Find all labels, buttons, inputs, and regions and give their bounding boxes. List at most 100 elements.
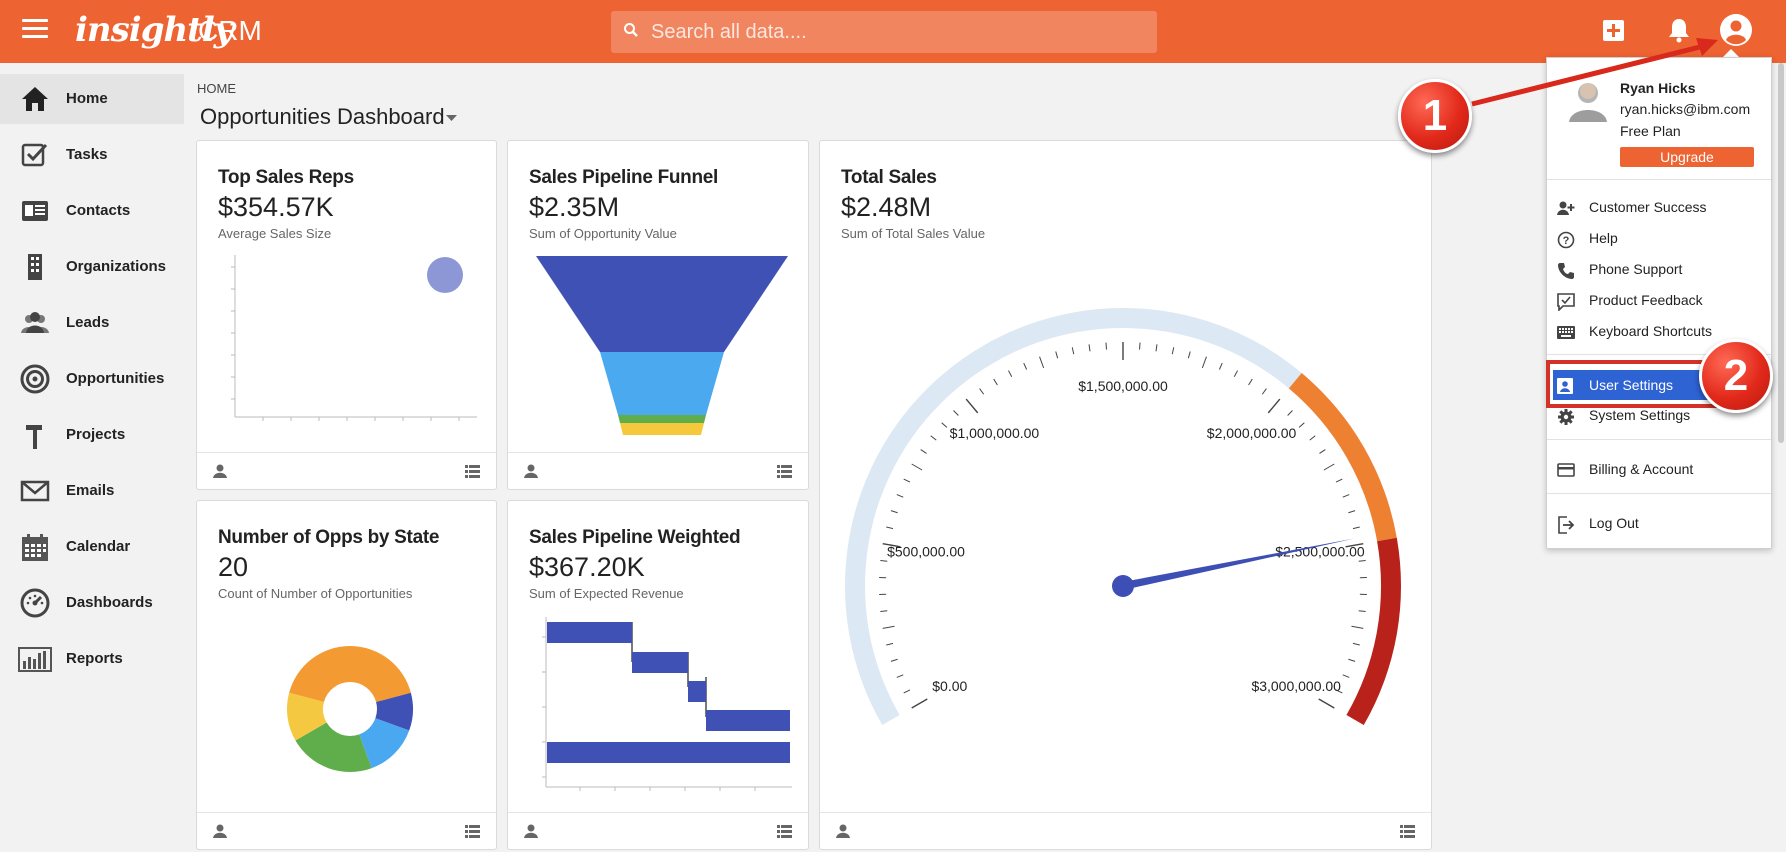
- gauge-chart: $0.00 $500,000.00 $1,000,000.00 $1,500,000.…: [845, 308, 1401, 725]
- sidebar-item-reports[interactable]: Reports: [0, 634, 184, 684]
- opportunities-icon: [20, 364, 50, 394]
- scatter-point[interactable]: [427, 257, 463, 293]
- card-footer: [508, 812, 808, 849]
- card-total-sales[interactable]: Total Sales $2.48M Sum of Total Sales Va…: [819, 140, 1432, 850]
- gauge-tick: [1233, 370, 1238, 377]
- reports-icon: [18, 647, 52, 672]
- donut-chart: [287, 646, 413, 773]
- sidebar-item-organizations[interactable]: Organizations: [0, 242, 184, 292]
- menu-item-help[interactable]: ? Help: [1547, 223, 1771, 254]
- menu-item-phone-support[interactable]: Phone Support: [1547, 254, 1771, 285]
- sidebar-item-label: Emails: [66, 482, 115, 499]
- sidebar-item-projects[interactable]: Projects: [0, 410, 184, 460]
- donut-slice[interactable]: [295, 722, 372, 773]
- credit-card-icon: [1557, 463, 1575, 477]
- sidebar-item-calendar[interactable]: Calendar: [0, 522, 184, 572]
- menu-item-label: Help: [1589, 230, 1618, 246]
- search-input[interactable]: [651, 11, 1146, 53]
- sidebar-item-label: Organizations: [66, 258, 167, 275]
- product-name: CRM: [198, 15, 262, 46]
- menu-divider: [1547, 354, 1771, 355]
- card-opps-by-state[interactable]: Number of Opps by State 20 Count of Numb…: [196, 500, 497, 850]
- donut-slice[interactable]: [287, 692, 327, 741]
- menu-item-customer-success[interactable]: Customer Success: [1547, 192, 1771, 223]
- user-icon[interactable]: [524, 824, 538, 838]
- list-icon[interactable]: [465, 825, 480, 838]
- bell-icon[interactable]: [1668, 17, 1690, 43]
- menu-item-system-settings[interactable]: System Settings: [1547, 400, 1771, 431]
- donut-slice[interactable]: [289, 646, 411, 703]
- sidebar-item-opportunities[interactable]: Opportunities: [0, 354, 184, 404]
- add-icon[interactable]: [1602, 19, 1625, 42]
- gauge-tick: [930, 435, 937, 441]
- waterfall-bar[interactable]: [632, 652, 688, 673]
- user-icon[interactable]: [213, 824, 227, 838]
- gauge-tick: [896, 674, 904, 678]
- sidebar-item-label: Contacts: [66, 202, 131, 219]
- funnel-stage[interactable]: [618, 415, 706, 423]
- sidebar-item-leads[interactable]: Leads: [0, 298, 184, 348]
- funnel-stage[interactable]: [620, 423, 704, 435]
- sidebar-item-contacts[interactable]: Contacts: [0, 186, 184, 236]
- list-icon[interactable]: [465, 465, 480, 478]
- waterfall-bar[interactable]: [547, 622, 632, 643]
- list-icon[interactable]: [777, 465, 792, 478]
- waterfall-bar[interactable]: [547, 742, 790, 763]
- menu-item-label: Billing & Account: [1589, 461, 1694, 477]
- card-value: 20: [218, 552, 249, 582]
- upgrade-button[interactable]: Upgrade: [1620, 147, 1754, 167]
- page-title[interactable]: Opportunities Dashboard: [200, 104, 445, 129]
- sidebar-item-home[interactable]: Home: [0, 74, 184, 124]
- gauge-tick: [1309, 435, 1316, 441]
- card-top-sales-reps[interactable]: Top Sales Reps $354.57K Average Sales Si…: [196, 140, 497, 490]
- card-footer: [820, 812, 1431, 849]
- user-settings-icon: [1557, 378, 1573, 394]
- gauge-tick: [1187, 351, 1191, 359]
- search-box[interactable]: [611, 11, 1157, 53]
- callout-badge-1: 1: [1398, 79, 1472, 153]
- menu-item-label: Customer Success: [1589, 199, 1707, 215]
- user-icon[interactable]: [213, 464, 227, 478]
- chevron-down-icon[interactable]: [446, 115, 457, 121]
- list-icon[interactable]: [1400, 825, 1415, 838]
- waterfall-bar[interactable]: [706, 710, 790, 731]
- avatar: [1565, 76, 1611, 122]
- gauge-tick: [1342, 674, 1350, 678]
- sidebar-item-emails[interactable]: Emails: [0, 466, 184, 516]
- card-value: $2.48M: [841, 192, 932, 222]
- breadcrumb[interactable]: HOME: [197, 81, 236, 96]
- card-sales-pipeline-funnel[interactable]: Sales Pipeline Funnel $2.35M Sum of Oppo…: [507, 140, 809, 490]
- user-icon[interactable]: [836, 824, 850, 838]
- waterfall-bar[interactable]: [688, 681, 706, 702]
- gauge-tick: [1039, 356, 1045, 369]
- donut-slice[interactable]: [375, 692, 413, 731]
- gauge-tick: [1155, 344, 1158, 352]
- list-icon[interactable]: [777, 825, 792, 838]
- gauge-tick: [911, 698, 928, 709]
- card-sales-pipeline-weighted[interactable]: Sales Pipeline Weighted $367.20K Sum of …: [507, 500, 809, 850]
- sidebar-item-tasks[interactable]: Tasks: [0, 130, 184, 180]
- menu-item-label: User Settings: [1589, 377, 1674, 393]
- account-icon[interactable]: [1719, 13, 1753, 47]
- card-title: Number of Opps by State: [218, 527, 440, 548]
- menu-item-product-feedback[interactable]: Product Feedback: [1547, 285, 1771, 316]
- menu-item-log-out[interactable]: Log Out: [1547, 508, 1771, 539]
- menu-item-billing-account[interactable]: Billing & Account: [1547, 454, 1771, 485]
- scrollbar[interactable]: [1778, 63, 1784, 443]
- app-logo[interactable]: insightly: [75, 10, 234, 50]
- hamburger-menu-icon[interactable]: [22, 19, 48, 41]
- sidebar-item-label: Projects: [66, 426, 126, 443]
- sidebar-item-dashboards[interactable]: Dashboards: [0, 578, 184, 628]
- funnel-stage[interactable]: [536, 256, 788, 352]
- user-icon[interactable]: [524, 464, 538, 478]
- sidebar: Home Tasks Contacts Organizations Leads …: [0, 63, 184, 852]
- sidebar-item-label: Reports: [66, 650, 123, 667]
- gauge-tick-label: $0.00: [932, 678, 967, 694]
- funnel-stage[interactable]: [600, 352, 724, 415]
- gauge-tick: [1335, 478, 1343, 483]
- donut-slice[interactable]: [359, 718, 410, 769]
- menu-item-user-settings[interactable]: User Settings: [1553, 370, 1711, 400]
- menu-item-keyboard-shortcuts[interactable]: Keyboard Shortcuts: [1547, 316, 1771, 347]
- top-bar: insightly CRM: [0, 0, 1786, 63]
- card-subtitle: Count of Number of Opportunities: [218, 586, 413, 601]
